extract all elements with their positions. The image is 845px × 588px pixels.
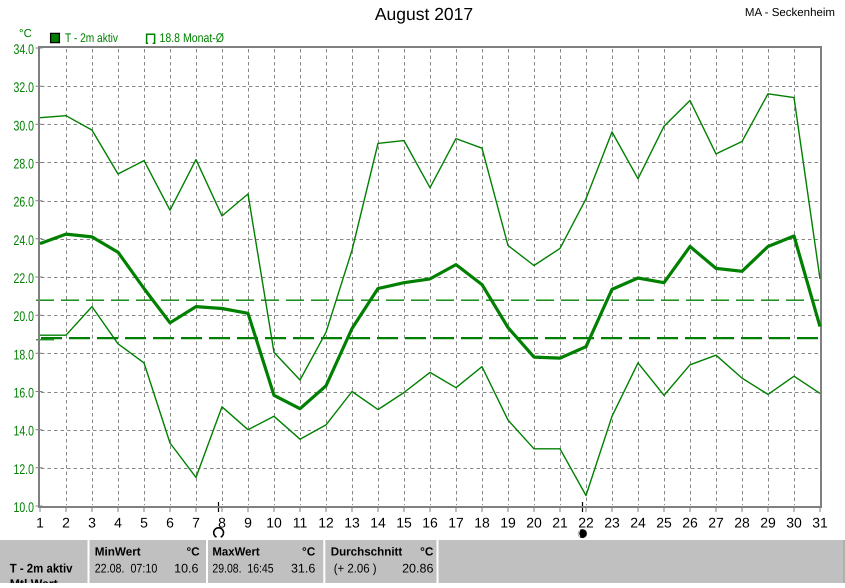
svg-text:°C: °C — [19, 28, 32, 40]
svg-text:16: 16 — [422, 514, 438, 530]
svg-text:31: 31 — [812, 514, 828, 530]
svg-text:14: 14 — [370, 514, 386, 530]
svg-text:20.86: 20.86 — [402, 562, 433, 576]
svg-text:16.0: 16.0 — [14, 385, 35, 401]
svg-text:8: 8 — [218, 514, 226, 530]
svg-text:19: 19 — [500, 514, 516, 530]
svg-text:32.0: 32.0 — [14, 79, 35, 95]
svg-text:(+ 2.06 ): (+ 2.06 ) — [334, 562, 377, 576]
svg-text:23: 23 — [604, 514, 620, 530]
svg-text:°C: °C — [302, 545, 316, 559]
svg-text:Mtl.Wert: Mtl.Wert — [10, 577, 59, 583]
svg-text:24.0: 24.0 — [14, 232, 35, 248]
svg-text:11: 11 — [293, 514, 308, 530]
svg-text:31.6: 31.6 — [291, 562, 315, 576]
svg-text:MaxWert: MaxWert — [212, 545, 259, 559]
svg-text:°C: °C — [420, 545, 434, 559]
svg-text:29.08. 16:45: 29.08. 16:45 — [212, 562, 273, 576]
svg-text:18.0: 18.0 — [14, 346, 35, 362]
svg-text:25: 25 — [656, 514, 672, 530]
svg-text:27: 27 — [708, 514, 724, 530]
svg-text:20: 20 — [526, 514, 542, 530]
svg-text:30.0: 30.0 — [14, 117, 35, 133]
svg-text:9: 9 — [244, 514, 252, 530]
svg-text:10.0: 10.0 — [14, 499, 35, 515]
svg-text:7: 7 — [192, 514, 200, 530]
svg-text:15: 15 — [396, 514, 412, 530]
svg-text:21: 21 — [552, 514, 568, 530]
svg-text:MinWert: MinWert — [95, 545, 141, 559]
svg-text:1: 1 — [36, 514, 44, 530]
svg-text:29: 29 — [760, 514, 776, 530]
svg-text:12: 12 — [318, 514, 334, 530]
svg-text:26: 26 — [682, 514, 698, 530]
svg-text:4: 4 — [114, 514, 122, 530]
svg-text:28.0: 28.0 — [14, 156, 35, 172]
svg-text:10.6: 10.6 — [174, 562, 198, 576]
svg-text:10: 10 — [266, 514, 282, 530]
svg-text:24: 24 — [630, 514, 646, 530]
svg-text:August 2017: August 2017 — [375, 4, 473, 24]
svg-text:T - 2m aktiv: T - 2m aktiv — [65, 31, 119, 45]
svg-text:18.8 Monat-Ø: 18.8 Monat-Ø — [160, 31, 225, 45]
svg-text:14.0: 14.0 — [14, 423, 35, 439]
svg-text:22: 22 — [578, 514, 594, 530]
svg-text:26.0: 26.0 — [14, 194, 35, 210]
svg-text:22.08. 07:10: 22.08. 07:10 — [95, 562, 158, 576]
svg-text:MA - Seckenheim: MA - Seckenheim — [745, 7, 835, 19]
svg-text:3: 3 — [88, 514, 96, 530]
svg-text:34.0: 34.0 — [14, 41, 35, 57]
svg-text:12.0: 12.0 — [14, 461, 35, 477]
svg-text:28: 28 — [734, 514, 750, 530]
svg-text:13: 13 — [344, 514, 360, 530]
svg-text:°C: °C — [186, 545, 200, 559]
svg-text:17: 17 — [448, 514, 464, 530]
svg-text:30: 30 — [786, 514, 802, 530]
svg-text:T - 2m aktiv: T - 2m aktiv — [10, 562, 73, 576]
svg-text:6: 6 — [166, 514, 174, 530]
svg-text:18: 18 — [474, 514, 490, 530]
svg-text:20.0: 20.0 — [14, 308, 35, 324]
svg-text:5: 5 — [140, 514, 148, 530]
svg-text:22.0: 22.0 — [14, 270, 35, 286]
svg-text:Durchschnitt: Durchschnitt — [331, 545, 403, 559]
svg-text:2: 2 — [62, 514, 70, 530]
